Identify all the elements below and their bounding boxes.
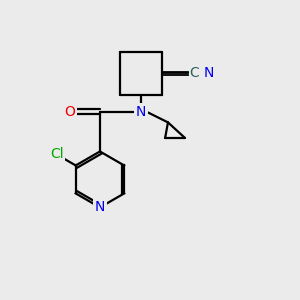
Text: C: C [190, 66, 200, 80]
Text: N: N [95, 200, 105, 214]
Text: Cl: Cl [50, 147, 63, 161]
Text: N: N [136, 105, 146, 119]
Text: O: O [64, 105, 75, 119]
Text: N: N [204, 66, 214, 80]
